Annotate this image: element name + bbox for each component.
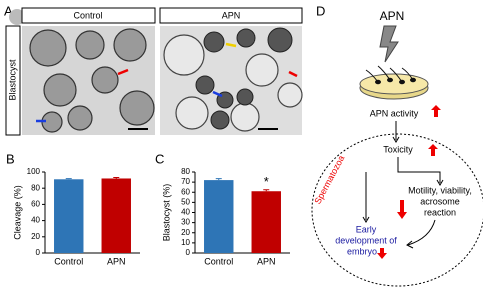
- column-header: Control: [73, 10, 102, 20]
- arrowhead: [392, 136, 400, 143]
- down-arrow: [377, 248, 387, 259]
- close-icon[interactable]: [9, 9, 25, 25]
- arrowhead: [406, 240, 414, 249]
- y-tick-label: 10: [181, 238, 190, 247]
- y-tick-label: 80: [181, 167, 190, 176]
- bar: [251, 191, 281, 253]
- row-label: Blastocyst: [7, 59, 17, 101]
- y-tick-label: 40: [181, 208, 190, 217]
- y-tick-label: 20: [31, 232, 40, 241]
- panel-label: B: [6, 151, 15, 166]
- node-label: acrosome: [420, 196, 460, 206]
- spermatozoa-region: [311, 133, 483, 287]
- bar: [54, 179, 84, 253]
- y-tick-label: 0: [36, 248, 41, 257]
- panel-label: C: [155, 151, 164, 166]
- agent-label: APN: [380, 9, 405, 23]
- down-arrow: [397, 200, 407, 219]
- column-header-box: [159, 7, 303, 24]
- outcome-label: development of: [335, 235, 397, 245]
- x-tick-label: Control: [54, 256, 83, 266]
- y-tick-label: 50: [181, 197, 190, 206]
- connector: [407, 219, 436, 246]
- outcome-label: embryo: [347, 246, 377, 256]
- y-axis-label: Blastocyst (%): [161, 184, 171, 242]
- micrograph-apn: [160, 26, 303, 135]
- connector: [365, 157, 441, 220]
- error-bar: [65, 178, 72, 180]
- column-header-box: [21, 7, 156, 24]
- panel-label: D: [316, 3, 325, 18]
- bar: [204, 180, 234, 253]
- y-tick-label: 100: [27, 167, 41, 176]
- x-tick-label: APN: [107, 256, 126, 266]
- y-tick-label: 60: [181, 187, 190, 196]
- y-tick-label: 30: [181, 218, 190, 227]
- dish-icon: [359, 65, 429, 100]
- node-label: Toxicity: [383, 144, 413, 154]
- node-label: reaction: [424, 207, 456, 217]
- up-arrow: [431, 105, 441, 117]
- x-tick-label: Control: [204, 256, 233, 266]
- node-label: Motility, viability,: [408, 185, 472, 195]
- lightning-icon: [379, 25, 399, 63]
- x-tick-label: APN: [257, 256, 276, 266]
- up-arrow: [428, 144, 438, 156]
- y-tick-label: 60: [31, 200, 40, 209]
- y-tick-label: 70: [181, 177, 190, 186]
- y-tick-label: 40: [31, 216, 40, 225]
- bar: [101, 178, 131, 253]
- y-axis-label: Cleavage (%): [12, 185, 22, 240]
- column-header: APN: [222, 10, 241, 20]
- error-bar: [113, 177, 120, 179]
- outcome-label: Early: [356, 224, 377, 234]
- y-tick-label: 20: [181, 228, 190, 237]
- panel-label: A: [4, 3, 13, 18]
- arrowhead: [362, 179, 444, 223]
- row-label-box: [5, 25, 21, 136]
- micrograph-control: [22, 26, 155, 135]
- error-bar: [215, 178, 222, 181]
- y-tick-label: 0: [186, 248, 191, 257]
- node-label: APN activity: [370, 108, 419, 118]
- error-bar: [263, 189, 270, 192]
- y-tick-label: 80: [31, 183, 40, 192]
- significance-mark: *: [264, 174, 269, 189]
